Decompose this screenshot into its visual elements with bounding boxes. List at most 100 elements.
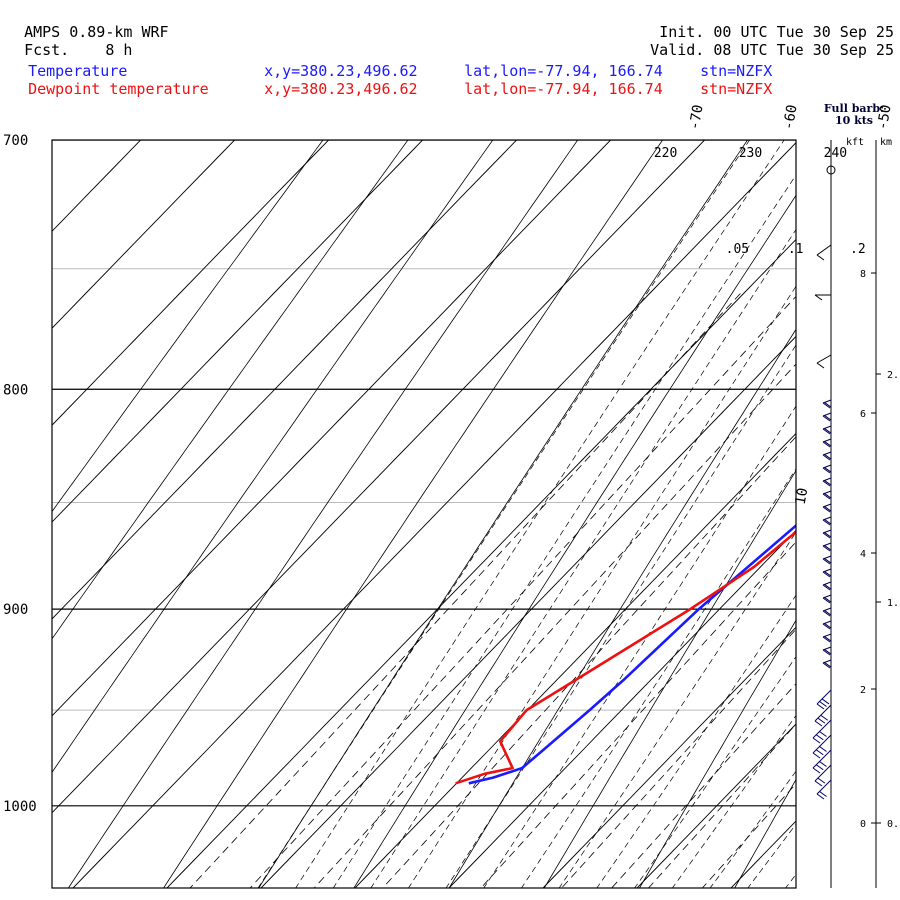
diagram-grid [52, 140, 796, 888]
wind-barb [822, 529, 832, 534]
pressure-tick-label: 900 [3, 602, 28, 618]
wind-barb-flag [822, 467, 831, 474]
wind-barb-flag [824, 454, 832, 460]
km-header: km [880, 137, 892, 148]
dry-adiabat [52, 140, 494, 774]
wind-barb-flag [816, 703, 825, 710]
wind-barb-flag [819, 746, 827, 752]
wind-barb-flag [824, 597, 832, 603]
forecast-hour: 8 h [105, 41, 133, 59]
wind-barb-flag [822, 519, 831, 526]
kft-tick-label: 8 [860, 269, 866, 280]
isotherm [52, 140, 330, 426]
dewpoint-profile [455, 530, 796, 785]
wind-barb-flag [822, 428, 831, 435]
isotherm [354, 432, 796, 888]
legend-stn-dewpoint: stn=NZFX [700, 80, 773, 98]
wind-barb [816, 779, 832, 795]
wind-barb-flag [816, 793, 825, 800]
dry-adiabat-label: 220 [654, 146, 677, 161]
valid-label: Valid. [650, 41, 705, 59]
kft-tick-label: 6 [860, 409, 866, 420]
mixing-ratio-line [611, 683, 796, 888]
pressure-tick-label: 800 [3, 382, 28, 398]
wind-barb-flag [816, 254, 825, 261]
wind-barb-flag [812, 752, 821, 759]
legend-latlon-temperature: lat,lon=-77.94, 166.74 [464, 62, 663, 80]
wind-barb [822, 425, 832, 430]
wind-barb-flag [822, 636, 831, 643]
model-title: AMPS 0.89-km WRF [24, 23, 169, 41]
wind-barb-flag [824, 584, 832, 590]
moist-adiabat [445, 344, 796, 888]
dry-adiabat [52, 140, 409, 640]
moist-adiabat [634, 656, 796, 888]
dry-adiabat-label: 240 [824, 146, 847, 161]
moist-adiabat [521, 468, 796, 888]
wind-barb-flag [824, 467, 832, 473]
wind-barb [822, 568, 832, 573]
wind-barb-flag [822, 571, 831, 578]
mixing-ratio-line [561, 628, 796, 888]
wind-barb-flag [824, 662, 832, 668]
wind-barb-flag [812, 737, 821, 744]
wind-barb [822, 438, 832, 443]
wind-barb [822, 464, 832, 469]
wind-barb [822, 477, 832, 482]
axis-labels: 7008009001000-70-60-50-40-30-20-10022023… [3, 103, 895, 814]
isotherm [542, 626, 796, 888]
km-tick-label: 2. [887, 370, 899, 381]
wind-barb-flag [822, 493, 831, 500]
wind-barb [822, 490, 832, 495]
wind-barb-flag [822, 584, 831, 591]
isotherm [52, 140, 518, 620]
wind-barb-flag [822, 532, 831, 539]
forecast-label: Fcst. [24, 41, 70, 59]
wind-barb-flag [812, 767, 821, 774]
legend-name-dewpoint: Dewpoint temperature [28, 80, 209, 98]
wind-barb-flag [817, 777, 826, 784]
wind-barb-flag [814, 780, 823, 787]
plot-frame [51, 139, 797, 889]
wind-barb-flag [824, 493, 832, 499]
wind-barb [822, 516, 832, 521]
wind-barb [816, 354, 832, 364]
mixing-ratio-line [189, 293, 741, 888]
valid-time: 08 UTC Tue 30 Sep 25 [713, 41, 894, 59]
wind-barb [816, 244, 832, 256]
wind-barb [822, 451, 832, 456]
barb-key: Full barb: 10 kts [814, 103, 894, 127]
legend-xy-dewpoint: x,y=380.23,496.62 [264, 80, 418, 98]
kft-tick-label: 2 [860, 685, 866, 696]
init-label: Init. [659, 23, 705, 41]
wind-barb [814, 764, 832, 782]
isotherm [730, 820, 796, 888]
wind-barb-flag [815, 764, 824, 771]
wind-barb-flag [824, 480, 832, 486]
isotherm [52, 140, 142, 232]
wind-barb [814, 704, 832, 722]
kft-tick-label: 0 [860, 819, 866, 830]
profile-curves [455, 523, 796, 785]
init-time: 00 UTC Tue 30 Sep 25 [713, 23, 894, 41]
wind-height-panel: kft km 8 6 4 2 0 2. 1. 0. [812, 137, 899, 888]
wind-barb-flag [824, 402, 832, 408]
isotherm [52, 140, 236, 329]
isotherm [72, 142, 796, 888]
plot-border [51, 139, 797, 889]
legend-stn-temperature: stn=NZFX [700, 62, 773, 80]
dry-adiabat-label: 230 [739, 146, 762, 161]
wind-barb-flag [822, 597, 831, 604]
wind-barb-flag [822, 480, 831, 487]
dry-adiabat [52, 140, 324, 513]
dry-adiabat [734, 778, 796, 888]
dry-adiabat [67, 140, 579, 888]
wind-barb-flag [822, 454, 831, 461]
wind-barb-flag [822, 402, 831, 409]
wind-barb [812, 734, 832, 754]
moist-adiabat [332, 174, 796, 888]
calm-wind-circle [826, 165, 836, 175]
moist-adiabat [596, 594, 796, 888]
wind-barb-flag [824, 545, 832, 551]
